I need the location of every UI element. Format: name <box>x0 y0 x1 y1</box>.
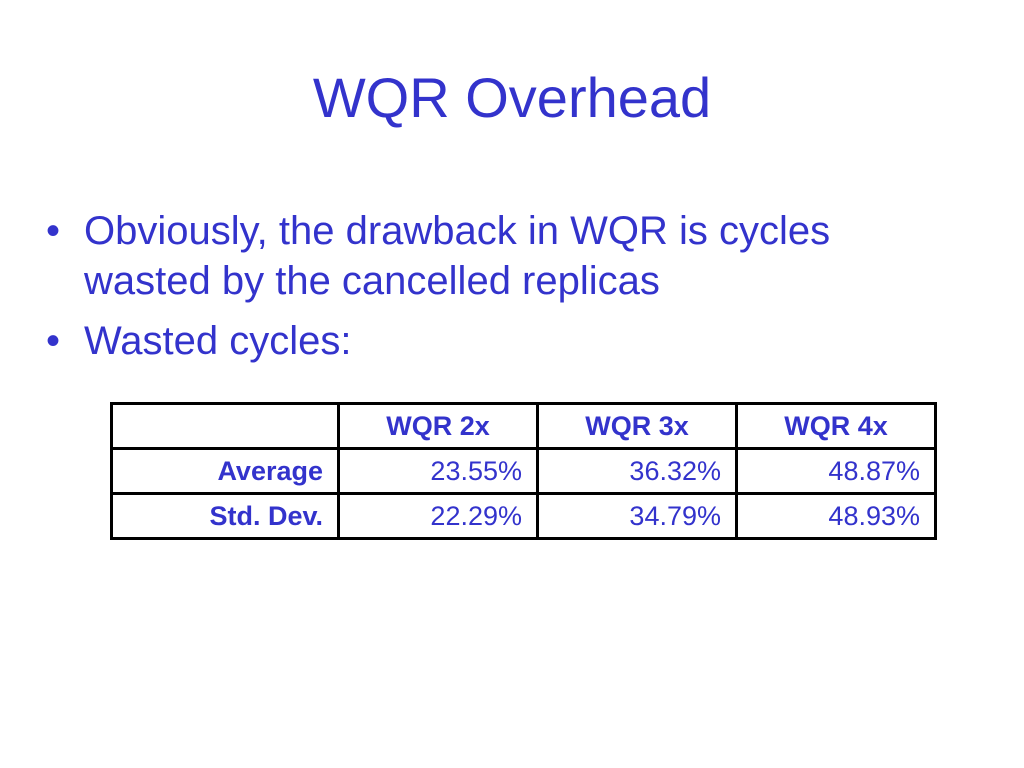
table-cell: 36.32% <box>536 447 738 495</box>
bullet-item: • Obviously, the drawback in WQR is cycl… <box>40 206 960 306</box>
table-cell: 48.93% <box>735 492 937 540</box>
column-header-wqr-4x: WQR 4x <box>735 402 937 450</box>
table-cell: 48.87% <box>735 447 937 495</box>
table-cell: 23.55% <box>337 447 539 495</box>
table-header-row: WQR 2x WQR 3x WQR 4x <box>110 402 937 450</box>
slide-title: WQR Overhead <box>312 66 712 129</box>
bullet-text: Wasted cycles: <box>84 319 352 363</box>
bullet-text: Obviously, the drawback in WQR is cycles… <box>84 209 831 303</box>
row-label-average: Average <box>110 447 340 495</box>
table-row: Std. Dev. 22.29% 34.79% 48.93% <box>110 492 937 540</box>
table-corner-cell <box>110 402 340 450</box>
bullet-item: • Wasted cycles: <box>40 316 960 366</box>
bullet-list: • Obviously, the drawback in WQR is cycl… <box>40 206 960 376</box>
table-cell: 22.29% <box>337 492 539 540</box>
row-label-std-dev: Std. Dev. <box>110 492 340 540</box>
table-cell: 34.79% <box>536 492 738 540</box>
bullet-marker: • <box>46 319 61 363</box>
column-header-wqr-3x: WQR 3x <box>536 402 738 450</box>
wasted-cycles-table: WQR 2x WQR 3x WQR 4x Average 23.55% 36.3… <box>110 402 937 540</box>
table-row: Average 23.55% 36.32% 48.87% <box>110 447 937 495</box>
bullet-marker: • <box>46 209 61 253</box>
column-header-wqr-2x: WQR 2x <box>337 402 539 450</box>
